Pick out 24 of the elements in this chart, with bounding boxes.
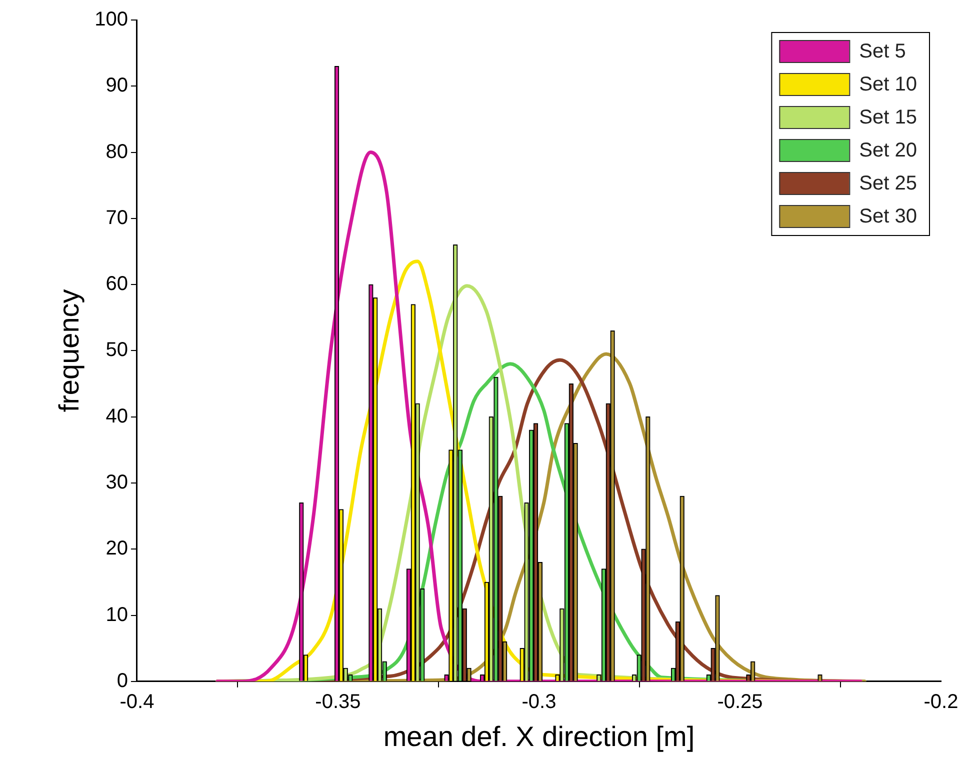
y-tick-label: 70: [106, 206, 128, 229]
x-tick-label: -0.4: [120, 690, 154, 713]
y-tick-label: 30: [106, 471, 128, 494]
x-tick-label: -0.35: [315, 690, 361, 713]
x-axis-title: mean def. X direction [m]: [383, 720, 695, 752]
y-tick-label: 20: [106, 538, 128, 560]
legend-label: Set 15: [859, 106, 918, 129]
legend-label: Set 10: [859, 74, 918, 96]
x-tick-label: -0.2: [924, 690, 958, 713]
y-axis-title: frequency: [54, 289, 85, 412]
y-tick-label: 40: [106, 405, 128, 428]
y-tick-label: 90: [106, 74, 128, 97]
y-tick-label: 10: [106, 604, 128, 626]
legend-label: Set 30: [859, 206, 918, 228]
legend-label: Set 5: [859, 40, 906, 63]
y-tick-label: 80: [106, 140, 128, 163]
y-tick-label: 50: [106, 339, 128, 362]
y-tick-label: 0: [116, 670, 128, 692]
legend-label: Set 25: [859, 172, 918, 195]
y-tick-label: 100: [94, 8, 128, 31]
x-tick-label: -0.25: [717, 690, 763, 713]
legend-label: Set 20: [859, 140, 918, 162]
y-tick-label: 60: [106, 273, 128, 296]
x-tick-label: -0.3: [522, 690, 556, 713]
